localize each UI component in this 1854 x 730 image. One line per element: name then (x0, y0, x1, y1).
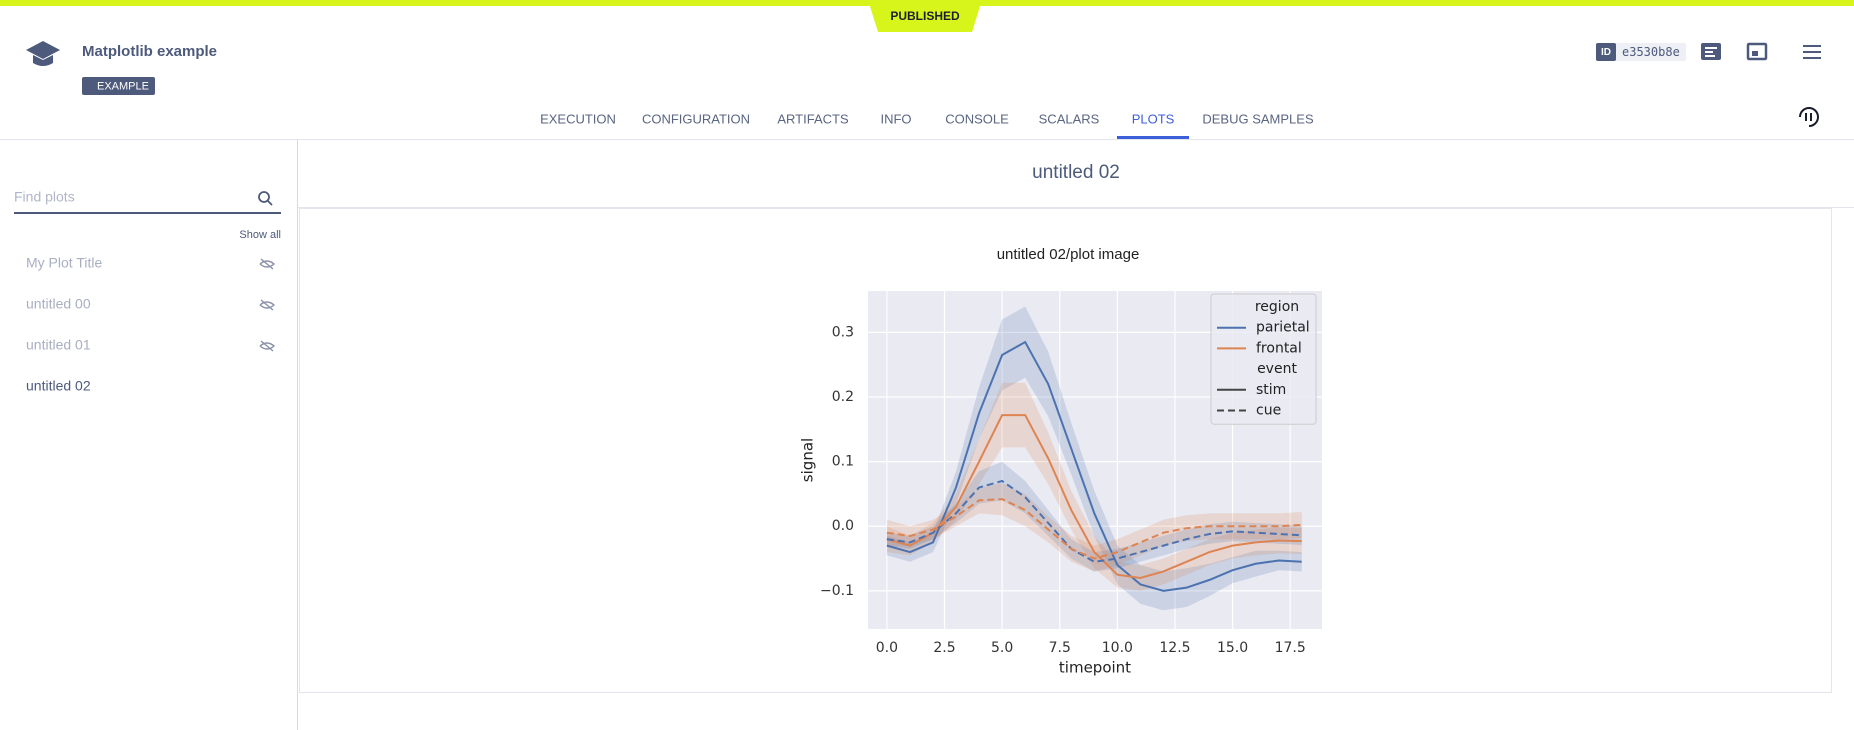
x-tick-label: 0.0 (876, 640, 898, 656)
legend-title: event (1257, 361, 1297, 377)
x-tick-label: 12.5 (1159, 640, 1190, 656)
status-badge (868, 0, 982, 32)
tag-badge (82, 77, 155, 95)
tab[interactable]: SCALARS (1039, 111, 1100, 126)
x-tick-label: 5.0 (991, 640, 1013, 656)
refresh-icon[interactable] (1799, 107, 1819, 127)
id-badge[interactable] (1596, 43, 1686, 61)
tabs: EXECUTION CONFIGURATION ARTIFACTS INFO CONSO… (540, 111, 1314, 139)
hidden-icon[interactable] (259, 258, 276, 270)
id-label: ID (1601, 47, 1611, 58)
plot-list-item[interactable]: untitled 02 (26, 378, 91, 394)
search-input[interactable]: Find plots (14, 189, 75, 205)
task-title: Matplotlib example (82, 43, 217, 60)
plot-list-item[interactable]: My Plot Title (26, 255, 102, 271)
plot-list: My Plot Title untitled 00 untitled 01 untit… (26, 255, 276, 394)
legend-box (1210, 293, 1317, 425)
panel-title: untitled 02 (1032, 162, 1120, 183)
y-tick-label: 0.2 (832, 389, 854, 405)
tab[interactable]: INFO (880, 111, 911, 126)
x-tick-label: 10.0 (1102, 640, 1133, 656)
id-label-bg (1596, 43, 1616, 61)
menu-icon[interactable] (1803, 45, 1821, 59)
info-icon[interactable] (1701, 43, 1721, 60)
y-tick-label: 0.0 (832, 518, 854, 534)
chart-title: untitled 02/plot image (997, 246, 1140, 263)
status-text: PUBLISHED (890, 9, 960, 23)
plot-list-item[interactable]: untitled 00 (26, 296, 91, 312)
x-tick-label: 17.5 (1275, 640, 1306, 656)
legend-label: parietal (1256, 320, 1310, 336)
tab[interactable]: ARTIFACTS (777, 111, 849, 126)
search-icon[interactable] (258, 191, 273, 206)
series-line (886, 340, 1302, 592)
show-all[interactable]: Show all (239, 229, 281, 241)
tab[interactable]: EXECUTION (540, 111, 616, 126)
x-axis-label: timepoint (1059, 659, 1131, 677)
tab[interactable]: CONFIGURATION (642, 111, 750, 126)
tab[interactable]: PLOTS (1132, 111, 1175, 126)
legend-label: stim (1256, 382, 1286, 398)
slash (260, 299, 274, 311)
slash (260, 258, 274, 270)
series-line (886, 498, 1302, 560)
slash (260, 340, 274, 352)
tab[interactable]: CONSOLE (945, 111, 1009, 126)
chart: untitled 02/plot image 0.0 2.5 5.0 7.5 10.0 12… (799, 246, 1322, 677)
series-line (886, 479, 1302, 563)
series-line (886, 414, 1302, 579)
logo (26, 41, 60, 66)
legend-label: cue (1256, 403, 1281, 419)
x-tick-label: 7.5 (1049, 640, 1071, 656)
legend-title: region (1255, 299, 1299, 315)
plot-list-item[interactable]: untitled 01 (26, 337, 91, 353)
tag-text: EXAMPLE (97, 80, 149, 92)
id-value: e3530b8e (1622, 45, 1680, 59)
confidence-band (886, 461, 1302, 572)
confidence-band (886, 482, 1302, 572)
y-tick-label: 0.1 (832, 454, 854, 470)
y-tick-label: 0.3 (832, 324, 854, 340)
hidden-icon[interactable] (259, 299, 276, 311)
tab[interactable]: DEBUG SAMPLES (1202, 111, 1314, 126)
y-tick-label: −0.1 (820, 583, 854, 599)
y-axis-label: signal (799, 438, 817, 482)
hidden-icon[interactable] (259, 340, 276, 352)
legend-label: frontal (1256, 340, 1302, 356)
x-tick-label: 15.0 (1217, 640, 1248, 656)
tab-underline (1117, 136, 1189, 139)
x-tick-label: 2.5 (933, 640, 955, 656)
layout-icon[interactable] (1746, 42, 1768, 61)
confidence-band (886, 382, 1302, 591)
